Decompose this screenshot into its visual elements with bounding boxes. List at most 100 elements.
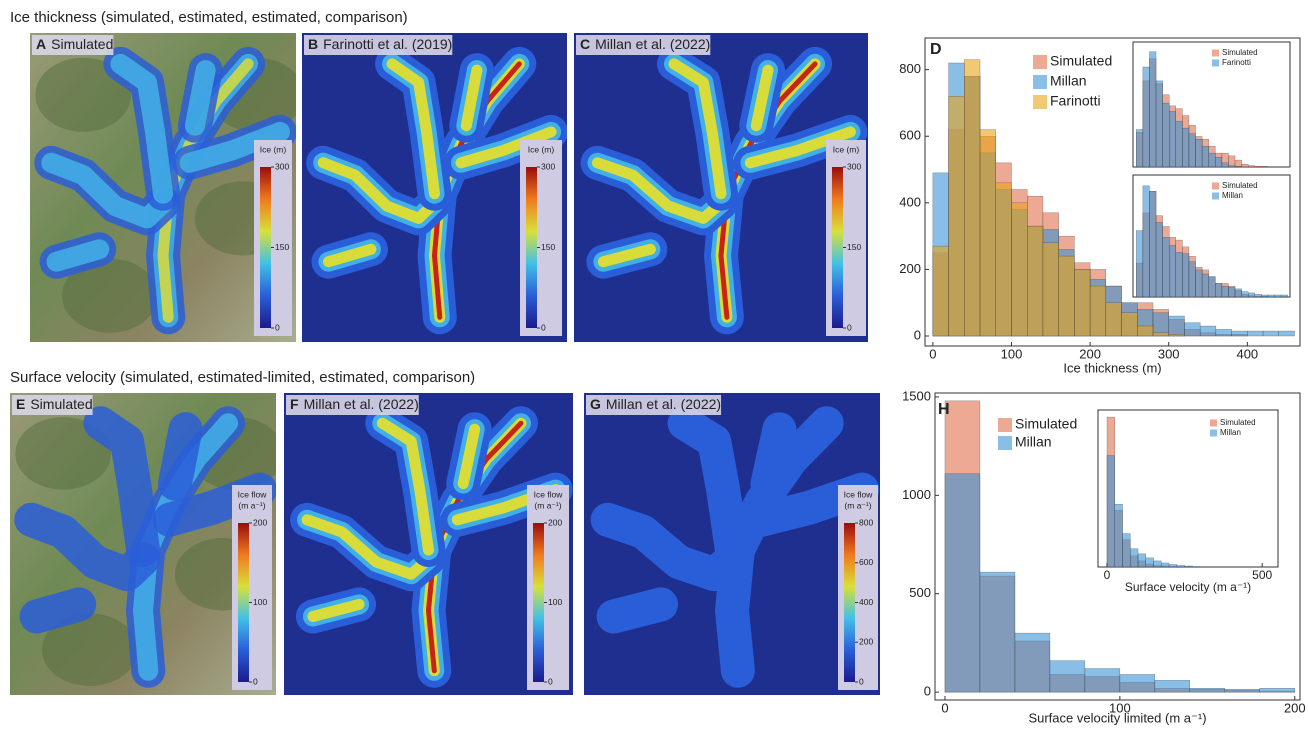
panel-letter: E [16, 396, 25, 412]
y-tick-label: 1500 [902, 388, 931, 403]
glacier [307, 598, 365, 622]
histogram-bar [1175, 252, 1183, 298]
glacier [157, 412, 203, 501]
histogram-bar [1274, 294, 1282, 298]
panel-label: G Millan et al. (2022) [590, 396, 721, 412]
panel-letter: D [930, 41, 942, 58]
legend-label: Millan [1050, 73, 1087, 89]
glacier [301, 514, 434, 580]
histogram-bar [1199, 325, 1217, 337]
histogram-bar [979, 129, 996, 337]
panel-title: Millan et al. (2022) [595, 36, 710, 52]
x-tick-label: 0 [1104, 568, 1111, 582]
panel-title: Simulated [51, 36, 113, 52]
histogram-bar [1241, 164, 1249, 168]
histogram-bar [1267, 294, 1275, 298]
colorbar [844, 523, 855, 682]
histogram-bar [1228, 165, 1236, 168]
histogram-bar [1106, 455, 1115, 568]
colorbar-tick-label: 0 [275, 322, 280, 332]
colorbar-tick-label: 150 [275, 242, 289, 252]
glacier [14, 502, 160, 592]
histogram-bar [1155, 222, 1163, 298]
colorbar [526, 167, 537, 328]
colorbar [832, 167, 843, 328]
colorbar [533, 523, 544, 682]
panel-letter: G [590, 396, 601, 412]
legend-label: Simulated [1222, 181, 1258, 190]
legend-label: Simulated [1050, 53, 1112, 69]
colorbar-tick-label: 800 [859, 517, 873, 527]
glacier [46, 239, 110, 272]
terrain-shade [41, 613, 138, 686]
colorbar-tick-label: 100 [548, 597, 562, 607]
histogram-bar [932, 245, 949, 337]
histogram-bar [1169, 245, 1176, 298]
histogram-bar [1162, 237, 1170, 298]
histogram-bar [1184, 322, 1201, 337]
glacier [668, 58, 727, 200]
x-axis-label: Surface velocity limited (m a⁻¹) [1028, 710, 1206, 725]
glacier [592, 157, 727, 224]
colorbar-tick-label: 300 [275, 161, 289, 171]
histogram-bar [1201, 273, 1209, 298]
terrain-shade [61, 258, 158, 333]
glacier [184, 60, 216, 136]
histogram-bar [948, 96, 965, 337]
map [584, 393, 880, 695]
colorbar-tick-label: 200 [548, 517, 562, 527]
row-title: Surface velocity (simulated, estimated-l… [10, 369, 475, 386]
histogram-bar [1149, 191, 1157, 298]
glacier [386, 58, 440, 200]
histogram-bar [1154, 680, 1191, 693]
panel-label-bg [12, 395, 93, 415]
colorbar-tick-label: 0 [847, 322, 852, 332]
histogram-bar [1119, 674, 1156, 693]
histogram-bar [1228, 287, 1236, 298]
colorbar-tick-label: 300 [541, 161, 555, 171]
histogram-bar [1184, 565, 1193, 568]
histogram-bar [1136, 129, 1144, 168]
colorbar-tick-label: 100 [253, 597, 267, 607]
y-tick-label: 0 [924, 684, 931, 699]
histogram-bar [1182, 127, 1190, 168]
glacier [460, 64, 483, 132]
histogram-bar [1182, 253, 1190, 298]
histogram-bar [1188, 261, 1196, 298]
panel-label: C Millan et al. (2022) [580, 36, 710, 52]
histogram-bar [1195, 139, 1203, 168]
panel-label-bg [576, 35, 711, 55]
histogram-bar [1189, 687, 1225, 693]
histogram-bar [1130, 548, 1139, 568]
histogram-bar [1254, 294, 1262, 298]
histogram-bar [1049, 660, 1086, 693]
terrain-shade [35, 57, 132, 132]
glacier [19, 587, 97, 634]
histogram-bar [1208, 152, 1216, 168]
colorbar-title: Ice flow [238, 489, 268, 499]
x-tick-label: 100 [1109, 700, 1131, 715]
colorbar-tick-label: 400 [859, 597, 873, 607]
glacier [41, 152, 173, 229]
histogram-bar [1261, 166, 1269, 168]
row-title: Ice thickness (simulated, estimated, est… [10, 9, 408, 26]
histogram-bar [1084, 668, 1121, 693]
histogram-bar [1011, 202, 1028, 337]
panel-letter: C [580, 36, 590, 52]
histogram-bar [1149, 51, 1157, 168]
histogram-bar [1234, 288, 1242, 298]
histogram-bar [1155, 80, 1163, 168]
histogram-bar [1142, 185, 1150, 298]
histogram-bar [1145, 557, 1154, 568]
legend-swatch [1210, 429, 1217, 437]
legend-swatch [1033, 75, 1047, 89]
colorbar-title: Ice (m) [833, 144, 860, 154]
histogram-bar [1234, 159, 1242, 168]
glacier [376, 417, 434, 556]
x-tick-label: 500 [1252, 568, 1272, 582]
colorbar-tick-label: 150 [847, 242, 861, 252]
x-tick-label: 200 [1079, 346, 1101, 361]
glacier [455, 126, 557, 169]
legend-label: Farinotti [1050, 93, 1101, 109]
legend-label: Millan [1015, 434, 1052, 450]
